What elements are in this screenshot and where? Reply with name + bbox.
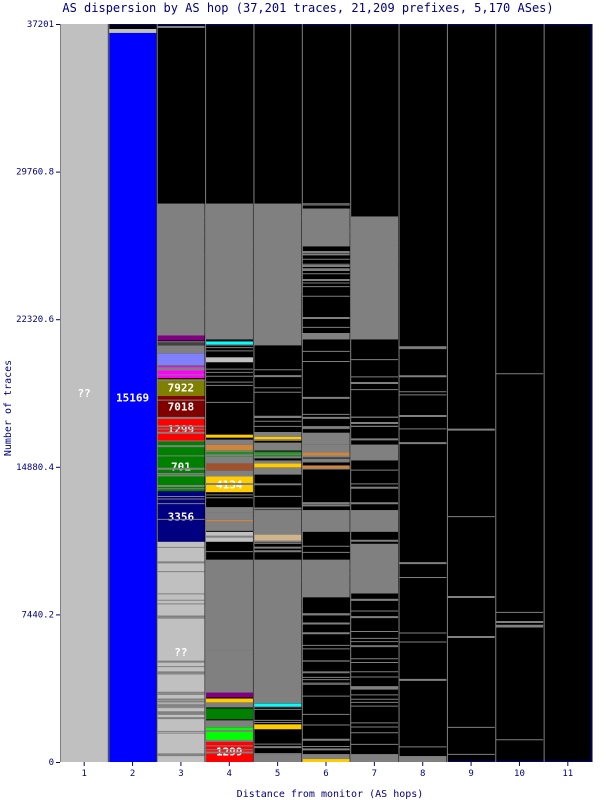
bar-segment xyxy=(205,470,253,477)
bar-segment xyxy=(205,559,253,651)
bar-segment xyxy=(205,457,253,464)
bar-segment xyxy=(205,727,253,742)
y-tick-label: 0 xyxy=(49,758,54,768)
bar-segment xyxy=(205,341,253,346)
bar-segment xyxy=(302,432,350,445)
x-tick-label: 2 xyxy=(130,769,135,779)
bar-segment xyxy=(253,703,302,707)
segment-label: 701 xyxy=(171,460,191,473)
bar-segment xyxy=(108,28,157,33)
bar-segment xyxy=(60,24,108,762)
segment-label: 15169 xyxy=(116,391,149,404)
y-tick-label: 22320.6 xyxy=(16,315,54,325)
x-axis: 1 2 3 4 5 6 7 8 9 10 11 xyxy=(81,762,573,779)
bar-segment xyxy=(108,32,157,762)
chart-title: AS dispersion by AS hop (37,201 traces, … xyxy=(62,1,553,15)
bar-segment xyxy=(302,465,350,470)
bar-segment xyxy=(302,759,350,762)
bar-segment xyxy=(302,333,350,340)
bar-segment xyxy=(253,460,302,464)
bar-segment xyxy=(302,444,350,453)
bar-segment xyxy=(253,432,302,437)
bar-segment xyxy=(350,444,399,461)
bar-segment xyxy=(205,512,253,520)
bar-segment xyxy=(205,450,253,458)
bar-segment xyxy=(157,441,205,492)
bar-segment xyxy=(253,559,302,703)
y-tick-label: 14880.4 xyxy=(16,463,54,473)
x-tick-label: 7 xyxy=(372,769,377,779)
bar-segment xyxy=(157,379,205,396)
bar-segment xyxy=(157,335,205,341)
x-tick-label: 6 xyxy=(323,769,328,779)
y-tick-label: 37201 xyxy=(27,20,54,30)
x-tick-label: 9 xyxy=(468,769,473,779)
bar-segment xyxy=(157,203,205,336)
segment-label: 3356 xyxy=(168,511,195,524)
bar-segment xyxy=(205,650,253,693)
bar-segment xyxy=(302,510,350,532)
bar-segment xyxy=(253,533,302,542)
y-axis: 0 7440.2 14880.4 22320.6 29760.8 37201 xyxy=(16,20,60,768)
bar-segment xyxy=(205,708,253,720)
x-tick-label: 8 xyxy=(420,769,425,779)
bar-segment xyxy=(205,508,253,513)
bar-segment xyxy=(205,434,253,438)
bar-segment xyxy=(157,353,205,366)
x-tick-label: 5 xyxy=(275,769,280,779)
bar-segment xyxy=(253,442,302,451)
bar-segment xyxy=(157,341,205,346)
x-tick-label: 1 xyxy=(81,769,86,779)
bar-segment xyxy=(205,692,253,698)
bar-segment xyxy=(399,756,447,762)
bar-segment xyxy=(302,452,350,458)
segment-label: ?? xyxy=(78,387,91,400)
y-tick-label: 29760.8 xyxy=(16,168,54,178)
y-axis-label: Number of traces xyxy=(3,360,14,456)
bar-segment xyxy=(157,395,205,417)
bar-segment xyxy=(350,754,399,762)
bar-segment xyxy=(157,366,205,379)
bar-segment xyxy=(205,357,253,363)
y-tick-label: 7440.2 xyxy=(21,610,54,620)
bar-segment xyxy=(253,754,302,762)
bar-segment xyxy=(157,26,205,28)
bar-segment xyxy=(205,523,253,531)
x-tick-label: 4 xyxy=(227,769,232,779)
bar-segment xyxy=(302,754,350,760)
bar-segment xyxy=(253,467,302,475)
bar-segment xyxy=(205,203,253,340)
bar-segment xyxy=(205,698,253,703)
bar-segment xyxy=(205,703,253,708)
bar-segment xyxy=(253,724,302,730)
bar-segment xyxy=(253,203,302,346)
segment-label: ?? xyxy=(174,646,187,659)
x-tick-label: 11 xyxy=(562,769,573,779)
segment-label: 1299 xyxy=(168,423,195,436)
bar-segment xyxy=(350,216,399,340)
segment-label: 7922 xyxy=(168,382,195,395)
bar-segment xyxy=(205,463,253,471)
x-tick-label: 3 xyxy=(178,769,183,779)
bar-segment xyxy=(253,463,302,468)
x-axis-label: Distance from monitor (AS hops) xyxy=(237,789,424,800)
bar-segment xyxy=(253,436,302,441)
bar-segment xyxy=(205,444,253,451)
bar-segment xyxy=(157,541,205,762)
segment-label: 7018 xyxy=(168,400,195,413)
bar-segment xyxy=(157,491,205,542)
bar-segment xyxy=(302,458,350,463)
x-tick-label: 10 xyxy=(514,769,525,779)
